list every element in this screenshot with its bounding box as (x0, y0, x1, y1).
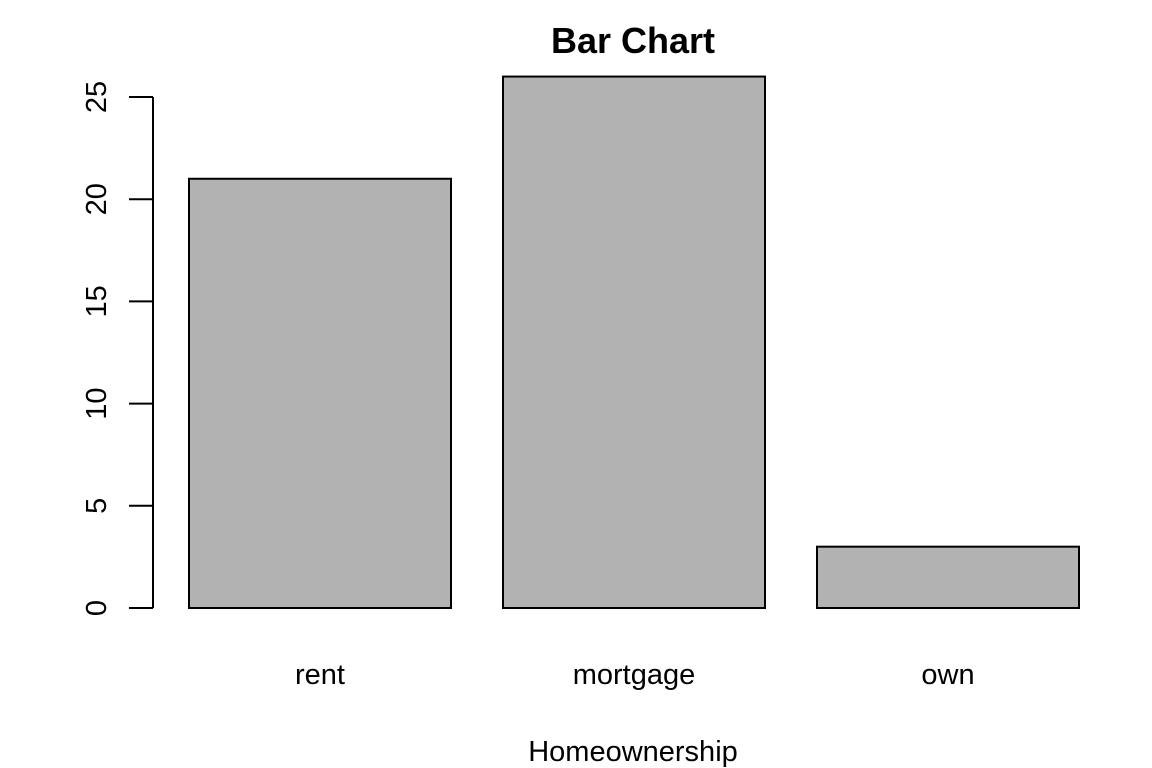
bar-mortgage (502, 75, 766, 609)
x-axis-label: Homeownership (528, 736, 738, 768)
x-tick-label: own (921, 659, 974, 691)
y-tick-label: 5 (81, 498, 113, 514)
chart-title: Bar Chart (551, 20, 715, 61)
y-axis: 0 5 10 15 20 25 (81, 81, 154, 616)
bar-rent (188, 177, 452, 609)
x-tick-label: mortgage (573, 659, 696, 691)
bars (188, 75, 1080, 609)
y-tick-label: 0 (81, 600, 113, 616)
y-tick-label: 15 (81, 285, 113, 317)
y-tick-label: 10 (81, 387, 113, 419)
y-tick-label: 20 (81, 183, 113, 215)
x-tick-label: rent (295, 659, 345, 691)
y-tick-label: 25 (81, 81, 113, 113)
bar-own (816, 545, 1080, 609)
x-tick-labels: rent mortgage own (295, 659, 975, 691)
